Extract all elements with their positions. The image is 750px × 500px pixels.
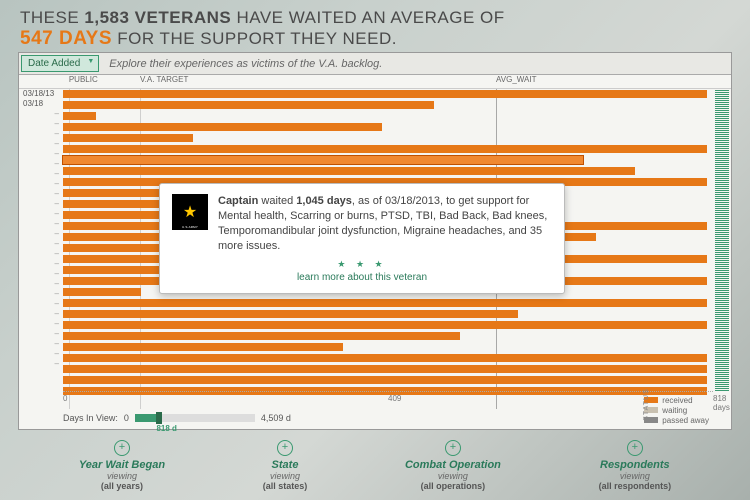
days-slider[interactable]: 818 d bbox=[135, 414, 255, 422]
headline: THESE 1,583 VETERANS HAVE WAITED AN AVER… bbox=[0, 0, 750, 52]
axis-markers: PUBLIC V.A. TARGET AVG_WAIT bbox=[19, 75, 731, 89]
veteran-tooltip: ★ Captain waited 1,045 days, as of 03/18… bbox=[159, 183, 565, 294]
army-icon: ★ bbox=[172, 194, 208, 230]
slider-min: 0 bbox=[124, 413, 129, 423]
marker-public: PUBLIC bbox=[69, 75, 98, 84]
slider-row: Days In View: 0 818 d 4,509 d bbox=[63, 413, 713, 423]
filter-state[interactable]: Stateviewing(all states) bbox=[263, 440, 308, 491]
divider-stars: ★ ★ ★ bbox=[172, 259, 552, 270]
filter-combat-operation[interactable]: Combat Operationviewing(all operations) bbox=[405, 440, 501, 491]
marker-avg-wait: AVG_WAIT bbox=[496, 75, 536, 84]
tooltip-text: Captain waited 1,045 days, as of 03/18/2… bbox=[218, 194, 552, 253]
learn-more-link[interactable]: learn more about this veteran bbox=[172, 272, 552, 283]
chart-panel: Date Added Explore their experiences as … bbox=[18, 52, 732, 430]
sort-dropdown[interactable]: Date Added bbox=[21, 55, 99, 72]
marker-va-target: V.A. TARGET bbox=[140, 75, 188, 84]
sparkline-column bbox=[715, 89, 729, 391]
explore-text: Explore their experiences as victims of … bbox=[101, 58, 382, 70]
status-legend: STATUS receivedwaitingpassed away bbox=[644, 395, 709, 425]
chart-topbar: Date Added Explore their experiences as … bbox=[19, 53, 731, 75]
filter-year-wait-began[interactable]: Year Wait Beganviewing(all years) bbox=[79, 440, 165, 491]
x-axis: 0409818 days bbox=[63, 391, 713, 405]
slider-label: Days In View: bbox=[63, 413, 118, 423]
filter-row: Year Wait Beganviewing(all years) Statevi… bbox=[0, 430, 750, 491]
filter-respondents[interactable]: Respondentsviewing(all respondents) bbox=[599, 440, 672, 491]
slider-max: 4,509 d bbox=[261, 413, 291, 423]
date-column: 03/18/1303/18–––––––––––––––––––––––––– bbox=[19, 89, 63, 369]
